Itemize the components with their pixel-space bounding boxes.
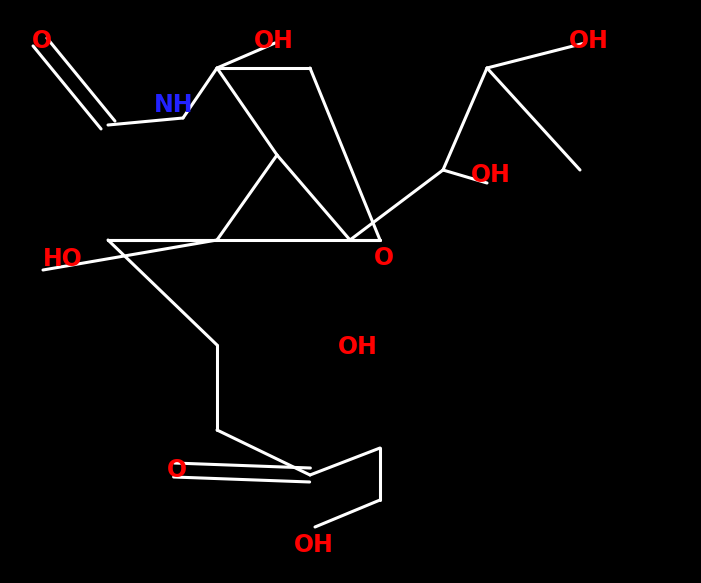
Text: HO: HO xyxy=(43,247,83,272)
Text: O: O xyxy=(374,245,394,270)
Text: NH: NH xyxy=(154,93,193,117)
Text: O: O xyxy=(167,458,186,483)
Text: OH: OH xyxy=(254,29,293,53)
Text: OH: OH xyxy=(569,29,608,53)
Text: OH: OH xyxy=(471,163,510,187)
Text: OH: OH xyxy=(294,533,334,557)
Text: O: O xyxy=(32,29,52,53)
Text: OH: OH xyxy=(338,335,377,359)
